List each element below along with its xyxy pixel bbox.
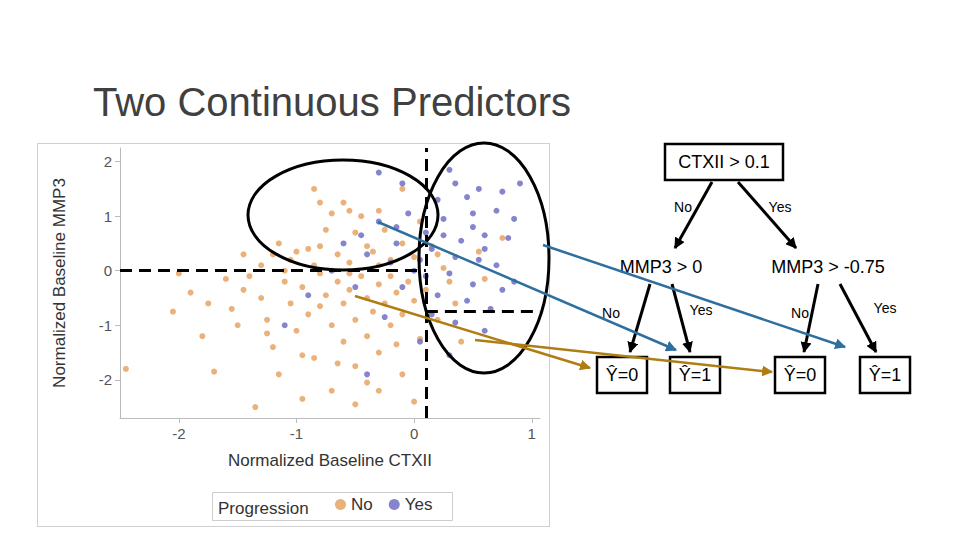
svg-text:Ŷ=1: Ŷ=1 [679, 365, 712, 385]
svg-text:CTXII > 0.1: CTXII > 0.1 [678, 152, 770, 172]
svg-text:0: 0 [104, 262, 112, 279]
svg-text:Normalized Baseline MMP3: Normalized Baseline MMP3 [50, 178, 69, 388]
svg-text:Yes: Yes [690, 302, 713, 318]
html-text:Two Continuous Predictors: Two Continuous Predictors [93, 80, 571, 124]
svg-text:Yes: Yes [405, 495, 433, 514]
svg-text:0: 0 [410, 425, 418, 442]
svg-text:-1: -1 [99, 317, 112, 334]
svg-text:No: No [791, 305, 809, 321]
svg-text:Normalized Baseline CTXII: Normalized Baseline CTXII [228, 451, 432, 470]
svg-text:Yes: Yes [769, 199, 792, 215]
svg-text:Progression: Progression [218, 499, 309, 518]
svg-text:MMP3 > -0.75: MMP3 > -0.75 [771, 257, 885, 277]
svg-text:2: 2 [104, 153, 112, 170]
svg-text:Ŷ=0: Ŷ=0 [606, 365, 639, 385]
svg-text:Yes: Yes [874, 300, 897, 316]
svg-text:Ŷ=0: Ŷ=0 [784, 365, 817, 385]
svg-text:No: No [351, 495, 373, 514]
svg-text:No: No [674, 199, 692, 215]
svg-text:-1: -1 [290, 425, 303, 442]
svg-text:No: No [602, 305, 620, 321]
svg-text:MMP3 > 0: MMP3 > 0 [620, 257, 703, 277]
svg-text:-2: -2 [99, 371, 112, 388]
svg-text:1: 1 [104, 208, 112, 225]
svg-text:-2: -2 [172, 425, 185, 442]
svg-text:1: 1 [528, 425, 536, 442]
svg-text:Ŷ=1: Ŷ=1 [869, 365, 902, 385]
